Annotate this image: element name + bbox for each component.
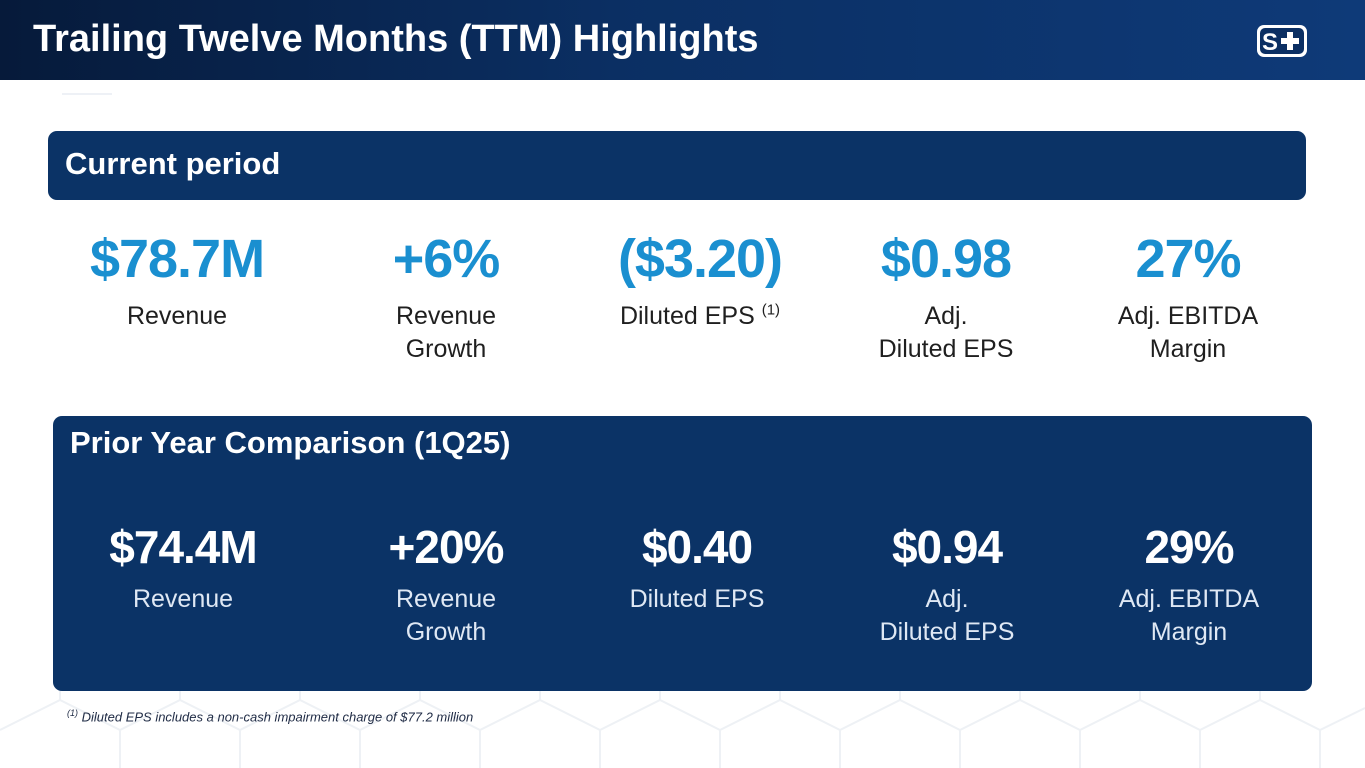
footnote-marker: (1) bbox=[761, 301, 781, 319]
metric-label: Revenue bbox=[132, 585, 234, 613]
metric-label: Adj. EBITDA Margin bbox=[1117, 302, 1259, 363]
metric-current-revenue: $78.7M Revenue bbox=[57, 228, 297, 333]
metric-label: Adj. Diluted EPS bbox=[878, 302, 1014, 363]
metric-prior-adj-ebitda-margin: 29% Adj. EBITDA Margin bbox=[1069, 519, 1309, 649]
metric-value: $0.40 bbox=[641, 521, 753, 573]
metric-value: $0.94 bbox=[891, 521, 1003, 573]
metric-value: 27% bbox=[1135, 229, 1241, 289]
metric-label: Adj. Diluted EPS bbox=[879, 585, 1015, 646]
metric-label: Diluted EPS bbox=[629, 585, 765, 613]
metric-value: +20% bbox=[388, 521, 505, 573]
metric-value: $78.7M bbox=[89, 229, 265, 289]
metric-label: Revenue Growth bbox=[395, 585, 497, 646]
metric-prior-revenue: $74.4M Revenue bbox=[63, 519, 303, 616]
metric-label: Revenue Growth bbox=[395, 302, 497, 363]
footnote-marker: (1) bbox=[67, 708, 78, 718]
metric-value: 29% bbox=[1144, 521, 1234, 573]
svg-text:S: S bbox=[1262, 29, 1278, 56]
metric-value: ($3.20) bbox=[617, 229, 783, 289]
current-period-title: Current period bbox=[65, 146, 281, 181]
metric-label: Diluted EPS (1) bbox=[619, 301, 781, 330]
metric-current-adj-diluted-eps: $0.98 Adj. Diluted EPS bbox=[826, 228, 1066, 366]
page-title: Trailing Twelve Months (TTM) Highlights bbox=[33, 18, 759, 60]
metric-prior-diluted-eps: $0.40 Diluted EPS bbox=[577, 519, 817, 616]
metric-current-diluted-eps: ($3.20) Diluted EPS (1) bbox=[580, 228, 820, 333]
prior-year-band: Prior Year Comparison (1Q25) $74.4M Reve… bbox=[53, 416, 1312, 691]
title-bar: Trailing Twelve Months (TTM) Highlights … bbox=[0, 0, 1365, 80]
metric-prior-adj-diluted-eps: $0.94 Adj. Diluted EPS bbox=[827, 519, 1067, 649]
metric-value: $74.4M bbox=[109, 521, 257, 573]
metric-current-adj-ebitda-margin: 27% Adj. EBITDA Margin bbox=[1068, 228, 1308, 366]
metric-prior-revenue-growth: +20% Revenue Growth bbox=[326, 519, 566, 649]
metric-value: +6% bbox=[392, 229, 501, 289]
current-period-band: Current period bbox=[48, 131, 1306, 200]
metric-label: Adj. EBITDA Margin bbox=[1118, 585, 1260, 646]
metric-current-revenue-growth: +6% Revenue Growth bbox=[326, 228, 566, 366]
metric-value: $0.98 bbox=[880, 229, 1012, 289]
metric-label: Revenue bbox=[126, 302, 228, 330]
header-accent-line bbox=[62, 93, 112, 95]
footnote: (1) Diluted EPS includes a non-cash impa… bbox=[67, 705, 473, 725]
footnote-text: Diluted EPS includes a non-cash impairme… bbox=[78, 709, 474, 725]
s-plus-logo-icon: S bbox=[1257, 25, 1307, 57]
prior-year-title: Prior Year Comparison (1Q25) bbox=[70, 425, 511, 460]
